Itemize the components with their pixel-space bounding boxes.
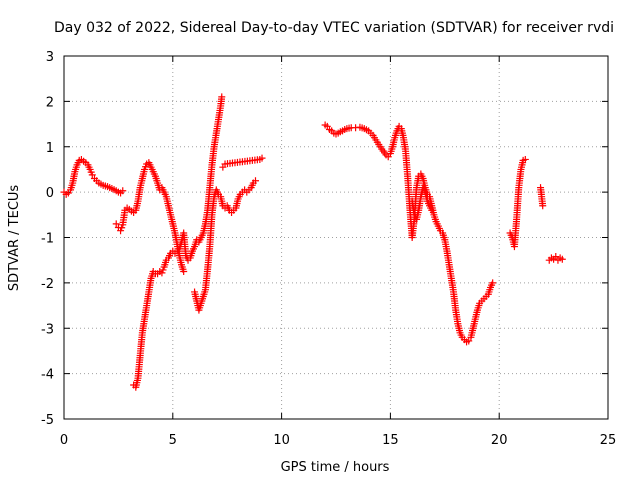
data-point xyxy=(489,279,497,287)
data-point xyxy=(117,227,125,235)
y-tick-label: 3 xyxy=(46,50,54,65)
data-point xyxy=(539,202,547,210)
data-point xyxy=(428,206,436,214)
x-tick-label: 0 xyxy=(60,433,68,448)
data-point xyxy=(112,220,120,228)
y-tick-label: 2 xyxy=(46,95,54,110)
data-point xyxy=(465,337,473,345)
data-point xyxy=(251,177,259,185)
data-point xyxy=(218,93,226,101)
x-tick-label: 10 xyxy=(273,433,290,448)
data-point xyxy=(158,269,166,277)
x-tick-label: 15 xyxy=(382,433,399,448)
chart-title: Day 032 of 2022, Sidereal Day-to-day VTE… xyxy=(54,20,614,36)
data-point xyxy=(558,255,566,263)
y-tick-label: 0 xyxy=(46,186,54,201)
data-points xyxy=(60,93,566,391)
x-tick-label: 25 xyxy=(600,433,617,448)
y-tick-label: -4 xyxy=(41,368,54,383)
data-point xyxy=(258,154,266,162)
y-axis-label: SDTVAR / TECUs xyxy=(7,185,22,292)
y-tick-label: -1 xyxy=(41,232,54,247)
data-point xyxy=(552,253,560,261)
plot-frame xyxy=(63,55,609,420)
y-tick-labels: -5 -4 -3 -2 -1 0 1 2 3 xyxy=(41,50,54,428)
data-point xyxy=(118,224,126,232)
y-tick-label: -2 xyxy=(41,277,54,292)
x-tick-label: 5 xyxy=(169,433,177,448)
y-tick-label: 1 xyxy=(46,141,54,156)
data-point xyxy=(88,171,96,179)
data-point xyxy=(119,187,127,195)
x-axis-label: GPS time / hours xyxy=(281,460,390,475)
data-point xyxy=(180,268,188,276)
data-point xyxy=(159,266,167,274)
x-tick-labels: 0 5 10 15 20 25 xyxy=(60,433,616,448)
y-tick-label: -5 xyxy=(41,413,54,428)
y-tick-label: -3 xyxy=(41,322,54,337)
x-tick-label: 20 xyxy=(491,433,508,448)
data-point xyxy=(521,155,529,163)
grid-lines xyxy=(64,56,608,419)
